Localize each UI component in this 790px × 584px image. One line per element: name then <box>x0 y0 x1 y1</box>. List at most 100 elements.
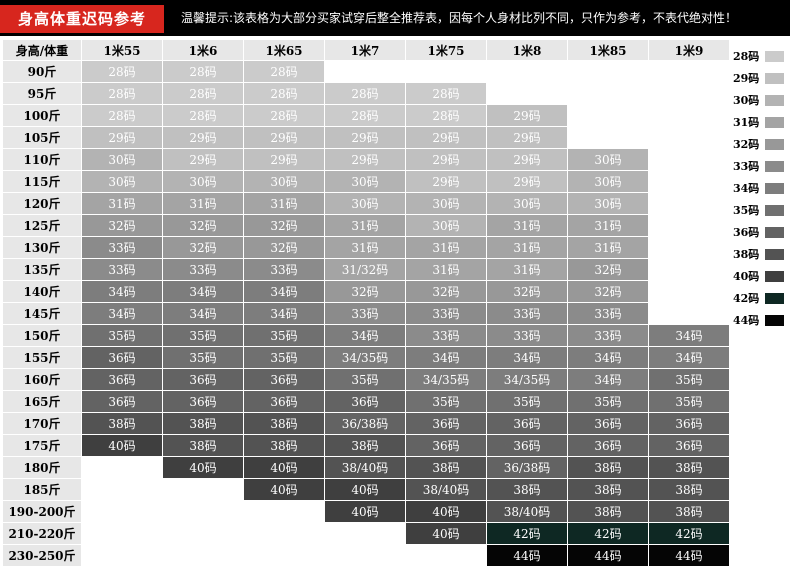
size-cell: 32码 <box>406 281 487 303</box>
row-weight-label: 180斤 <box>3 457 82 479</box>
size-cell: 36码 <box>82 347 163 369</box>
banner-title: 身高体重迟码参考 <box>0 5 164 33</box>
legend-label: 38码 <box>733 248 760 261</box>
legend-label: 35码 <box>733 204 760 217</box>
size-cell: 31码 <box>487 237 568 259</box>
size-cell <box>325 523 406 545</box>
size-cell: 33码 <box>163 259 244 281</box>
size-cell: 40码 <box>244 457 325 479</box>
size-cell: 36码 <box>406 413 487 435</box>
legend-swatch <box>765 116 784 128</box>
size-cell: 36码 <box>325 391 406 413</box>
size-cell: 38码 <box>649 457 730 479</box>
size-cell: 35码 <box>406 391 487 413</box>
legend-item: 42码 <box>733 287 787 309</box>
size-cell <box>649 105 730 127</box>
size-cell: 31码 <box>487 259 568 281</box>
size-cell: 29码 <box>82 127 163 149</box>
size-cell: 28码 <box>163 83 244 105</box>
size-cell: 36码 <box>568 435 649 457</box>
legend-swatch <box>765 270 784 282</box>
corner-header: 身高/体重 <box>3 40 82 61</box>
legend-label: 34码 <box>733 182 760 195</box>
legend-label: 29码 <box>733 72 760 85</box>
size-cell: 33码 <box>487 325 568 347</box>
size-cell <box>82 457 163 479</box>
size-cell: 36码 <box>487 413 568 435</box>
size-cell <box>82 523 163 545</box>
size-cell: 30码 <box>325 193 406 215</box>
size-cell: 30码 <box>406 215 487 237</box>
size-cell: 28码 <box>82 61 163 83</box>
size-cell: 32码 <box>325 281 406 303</box>
size-cell <box>82 545 163 567</box>
size-cell: 34码 <box>649 325 730 347</box>
table-row: 110斤 30码 29码 29码 29码 29码 29码 30码 <box>3 149 730 171</box>
size-cell: 30码 <box>82 171 163 193</box>
size-cell: 29码 <box>406 149 487 171</box>
size-cell: 32码 <box>487 281 568 303</box>
size-cell <box>568 83 649 105</box>
size-cell: 29码 <box>487 171 568 193</box>
table-row: 100斤 28码 28码 28码 28码 28码 29码 <box>3 105 730 127</box>
size-cell <box>649 61 730 83</box>
size-cell: 33码 <box>82 237 163 259</box>
size-cell: 42码 <box>487 523 568 545</box>
size-cell: 31码 <box>325 237 406 259</box>
legend-item: 34码 <box>733 177 787 199</box>
legend-swatch <box>765 94 784 106</box>
size-cell: 36码 <box>163 391 244 413</box>
size-cell: 32码 <box>163 215 244 237</box>
legend-item: 29码 <box>733 67 787 89</box>
size-cell: 29码 <box>406 171 487 193</box>
size-cell: 30码 <box>163 171 244 193</box>
size-cell: 28码 <box>325 83 406 105</box>
size-cell: 29码 <box>325 149 406 171</box>
size-cell: 42码 <box>568 523 649 545</box>
size-cell: 30码 <box>568 149 649 171</box>
legend-swatch <box>765 226 784 238</box>
legend-item: 35码 <box>733 199 787 221</box>
size-cell: 36码 <box>244 391 325 413</box>
size-cell: 35码 <box>487 391 568 413</box>
size-cell: 31码 <box>82 193 163 215</box>
legend-label: 32码 <box>733 138 760 151</box>
size-cell: 36码 <box>244 369 325 391</box>
legend-swatch <box>765 314 784 326</box>
table-row: 210-220斤 40码 42码 42码 42码 <box>3 523 730 545</box>
size-cell: 36码 <box>487 435 568 457</box>
size-cell: 30码 <box>244 171 325 193</box>
size-cell <box>649 193 730 215</box>
size-cell: 38码 <box>649 501 730 523</box>
size-cell: 35码 <box>163 325 244 347</box>
size-cell: 38码 <box>406 457 487 479</box>
size-cell <box>568 61 649 83</box>
size-chart-table: 身高/体重 1米55 1米6 1米65 1米7 1米75 1米8 1米85 1米9 90斤 28… <box>3 40 730 567</box>
size-cell <box>163 523 244 545</box>
size-cell: 33码 <box>244 259 325 281</box>
column-header: 1米55 <box>82 40 163 61</box>
legend-item: 33码 <box>733 155 787 177</box>
row-weight-label: 160斤 <box>3 369 82 391</box>
size-cell: 38码 <box>244 413 325 435</box>
size-cell: 28码 <box>82 83 163 105</box>
row-weight-label: 105斤 <box>3 127 82 149</box>
size-cell: 31码 <box>406 259 487 281</box>
legend-label: 44码 <box>733 314 760 327</box>
size-cell: 28码 <box>325 105 406 127</box>
size-cell <box>649 215 730 237</box>
table-row: 185斤 40码 40码 38/40码 38码 38码 38码 <box>3 479 730 501</box>
table-row: 160斤 36码 36码 36码 35码 34/35码 34/35码 34码 35码 <box>3 369 730 391</box>
size-cell <box>325 545 406 567</box>
legend-item: 30码 <box>733 89 787 111</box>
size-cell: 32码 <box>244 237 325 259</box>
size-cell: 35码 <box>649 369 730 391</box>
legend-item: 28码 <box>733 45 787 67</box>
size-cell <box>244 545 325 567</box>
size-cell: 29码 <box>406 127 487 149</box>
size-cell: 38/40码 <box>325 457 406 479</box>
size-cell: 29码 <box>163 127 244 149</box>
size-cell: 38码 <box>649 479 730 501</box>
size-cell <box>649 171 730 193</box>
size-cell <box>325 61 406 83</box>
